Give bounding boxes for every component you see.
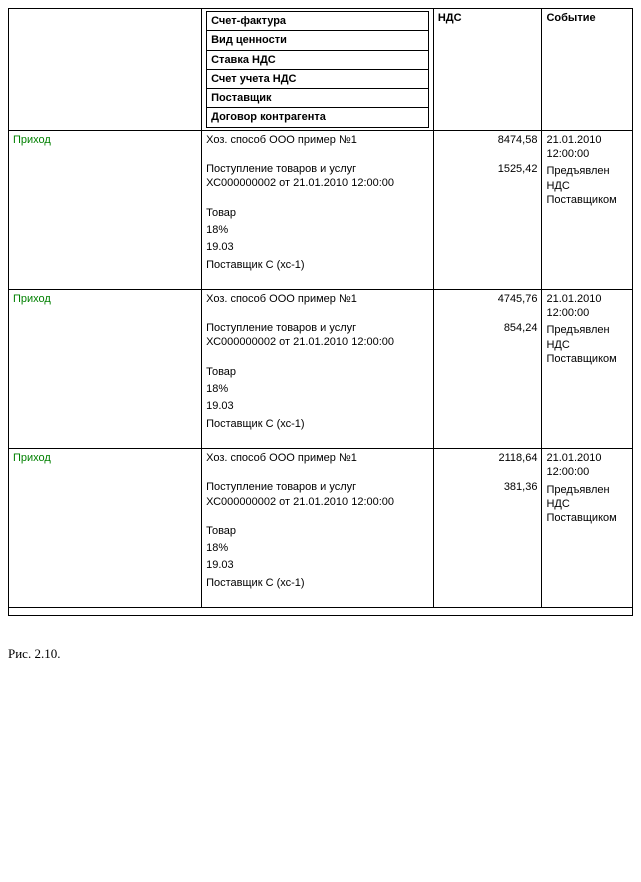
- hdr-col3: НДС: [433, 9, 542, 131]
- hdr-col2: Счет-фактура Вид ценности Ставка НДС Сче…: [202, 9, 434, 131]
- header-row: Счет-фактура Вид ценности Ставка НДС Сче…: [9, 9, 633, 131]
- detail-line: 19.03: [206, 399, 429, 413]
- nds-value: 8474,58: [438, 133, 538, 147]
- row-event: 21.01.2010 12:00:00 Предъявлен НДС Поста…: [542, 130, 633, 289]
- detail-line: 19.03: [206, 558, 429, 572]
- detail-line: 18%: [206, 223, 429, 237]
- row-nds: 2118,64 381,36: [433, 448, 542, 607]
- detail-line: Товар: [206, 206, 429, 220]
- detail-line: Товар: [206, 365, 429, 379]
- event-text: Предъявлен НДС Поставщиком: [546, 323, 628, 366]
- detail-line: Поступление товаров и услуг ХС000000002 …: [206, 321, 429, 350]
- row-label: Приход: [9, 289, 202, 448]
- detail-line: Хоз. способ ООО пример №1: [206, 292, 429, 306]
- detail-line: Хоз. способ ООО пример №1: [206, 133, 429, 147]
- row-label: Приход: [9, 130, 202, 289]
- nds-value: 854,24: [438, 321, 538, 335]
- detail-line: Поступление товаров и услуг ХС000000002 …: [206, 162, 429, 191]
- row-label: Приход: [9, 448, 202, 607]
- event-date: 21.01.2010 12:00:00: [546, 133, 628, 162]
- footer-strip: [9, 608, 633, 616]
- table-row: Приход Хоз. способ ООО пример №1 Поступл…: [9, 448, 633, 607]
- row-details: Хоз. способ ООО пример №1 Поступление то…: [202, 289, 434, 448]
- event-date: 21.01.2010 12:00:00: [546, 451, 628, 480]
- nds-value: 4745,76: [438, 292, 538, 306]
- event-text: Предъявлен НДС Поставщиком: [546, 164, 628, 207]
- hdr-sub-3: Счет учета НДС: [207, 69, 429, 88]
- hdr-sub-5: Договор контрагента: [207, 108, 429, 127]
- hdr-col4: Событие: [542, 9, 633, 131]
- vat-journal-table: Счет-фактура Вид ценности Ставка НДС Сче…: [8, 8, 633, 616]
- table-row: Приход Хоз. способ ООО пример №1 Поступл…: [9, 130, 633, 289]
- row-nds: 8474,58 1525,42: [433, 130, 542, 289]
- row-nds: 4745,76 854,24: [433, 289, 542, 448]
- detail-line: 19.03: [206, 240, 429, 254]
- row-event: 21.01.2010 12:00:00 Предъявлен НДС Поста…: [542, 448, 633, 607]
- hdr-sub-1: Вид ценности: [207, 31, 429, 50]
- hdr-sub-4: Поставщик: [207, 89, 429, 108]
- event-date: 21.01.2010 12:00:00: [546, 292, 628, 321]
- detail-line: Поступление товаров и услуг ХС000000002 …: [206, 480, 429, 509]
- nds-value: 2118,64: [438, 451, 538, 465]
- detail-line: 18%: [206, 382, 429, 396]
- detail-line: Поставщик С (хс-1): [206, 417, 429, 431]
- table-row: Приход Хоз. способ ООО пример №1 Поступл…: [9, 289, 633, 448]
- detail-line: Поставщик С (хс-1): [206, 258, 429, 272]
- detail-line: Поставщик С (хс-1): [206, 576, 429, 590]
- detail-line: Товар: [206, 524, 429, 538]
- detail-line: Хоз. способ ООО пример №1: [206, 451, 429, 465]
- row-details: Хоз. способ ООО пример №1 Поступление то…: [202, 448, 434, 607]
- figure-caption: Рис. 2.10.: [8, 646, 633, 662]
- nds-value: 381,36: [438, 480, 538, 494]
- hdr-sub-0: Счет-фактура: [207, 12, 429, 31]
- row-event: 21.01.2010 12:00:00 Предъявлен НДС Поста…: [542, 289, 633, 448]
- hdr-col1: [9, 9, 202, 131]
- detail-line: 18%: [206, 541, 429, 555]
- nds-value: 1525,42: [438, 162, 538, 176]
- event-text: Предъявлен НДС Поставщиком: [546, 483, 628, 526]
- hdr-sub-2: Ставка НДС: [207, 50, 429, 69]
- row-details: Хоз. способ ООО пример №1 Поступление то…: [202, 130, 434, 289]
